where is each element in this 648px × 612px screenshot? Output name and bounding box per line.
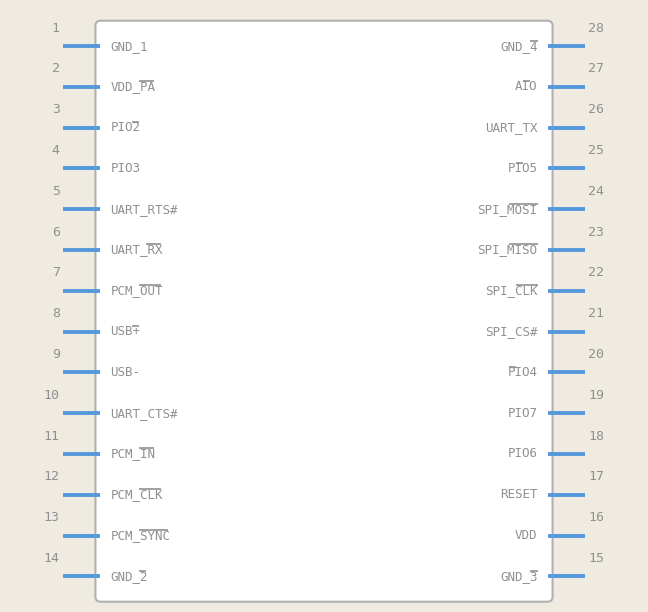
Text: PIO3: PIO3 bbox=[110, 162, 141, 175]
Text: PCM_SYNC: PCM_SYNC bbox=[110, 529, 170, 542]
Text: GND_3: GND_3 bbox=[500, 570, 538, 583]
Text: 16: 16 bbox=[588, 511, 604, 524]
Text: 23: 23 bbox=[588, 226, 604, 239]
Text: VDD: VDD bbox=[515, 529, 538, 542]
Text: PIO2: PIO2 bbox=[110, 121, 141, 134]
Text: 18: 18 bbox=[588, 430, 604, 442]
Text: USB-: USB- bbox=[110, 366, 141, 379]
Text: PIO6: PIO6 bbox=[507, 447, 538, 460]
Text: GND_4: GND_4 bbox=[500, 40, 538, 53]
Text: 14: 14 bbox=[44, 552, 60, 565]
Text: 7: 7 bbox=[52, 266, 60, 280]
Text: 8: 8 bbox=[52, 307, 60, 320]
Text: 1: 1 bbox=[52, 21, 60, 35]
Text: SPI_CS#: SPI_CS# bbox=[485, 325, 538, 338]
Text: GND_1: GND_1 bbox=[110, 40, 148, 53]
Text: 26: 26 bbox=[588, 103, 604, 116]
Text: 17: 17 bbox=[588, 470, 604, 483]
Text: UART_CTS#: UART_CTS# bbox=[110, 406, 178, 420]
Text: 11: 11 bbox=[44, 430, 60, 442]
Text: 21: 21 bbox=[588, 307, 604, 320]
Text: 24: 24 bbox=[588, 185, 604, 198]
Text: UART_RX: UART_RX bbox=[110, 244, 163, 256]
Text: 20: 20 bbox=[588, 348, 604, 361]
Text: PCM_IN: PCM_IN bbox=[110, 447, 156, 460]
Text: 19: 19 bbox=[588, 389, 604, 401]
Text: GND_2: GND_2 bbox=[110, 570, 148, 583]
Text: 6: 6 bbox=[52, 226, 60, 239]
Text: PCM_OUT: PCM_OUT bbox=[110, 285, 163, 297]
Text: 10: 10 bbox=[44, 389, 60, 401]
Text: VDD_PA: VDD_PA bbox=[110, 80, 156, 94]
Text: PIO4: PIO4 bbox=[507, 366, 538, 379]
Text: 28: 28 bbox=[588, 21, 604, 35]
Text: PCM_CLK: PCM_CLK bbox=[110, 488, 163, 501]
Text: 2: 2 bbox=[52, 62, 60, 75]
Text: 15: 15 bbox=[588, 552, 604, 565]
Text: UART_RTS#: UART_RTS# bbox=[110, 203, 178, 216]
Text: SPI_MOSI: SPI_MOSI bbox=[478, 203, 538, 216]
Text: USB+: USB+ bbox=[110, 325, 141, 338]
Text: SPI_CLK: SPI_CLK bbox=[485, 285, 538, 297]
Text: PIO7: PIO7 bbox=[507, 406, 538, 420]
FancyBboxPatch shape bbox=[95, 21, 553, 602]
Text: SPI_MISO: SPI_MISO bbox=[478, 244, 538, 256]
Text: 27: 27 bbox=[588, 62, 604, 75]
Text: UART_TX: UART_TX bbox=[485, 121, 538, 134]
Text: AIO: AIO bbox=[515, 80, 538, 94]
Text: 22: 22 bbox=[588, 266, 604, 280]
Text: 13: 13 bbox=[44, 511, 60, 524]
Text: 12: 12 bbox=[44, 470, 60, 483]
Text: 4: 4 bbox=[52, 144, 60, 157]
Text: PIO5: PIO5 bbox=[507, 162, 538, 175]
Text: 25: 25 bbox=[588, 144, 604, 157]
Text: 9: 9 bbox=[52, 348, 60, 361]
Text: RESET: RESET bbox=[500, 488, 538, 501]
Text: 3: 3 bbox=[52, 103, 60, 116]
Text: 5: 5 bbox=[52, 185, 60, 198]
